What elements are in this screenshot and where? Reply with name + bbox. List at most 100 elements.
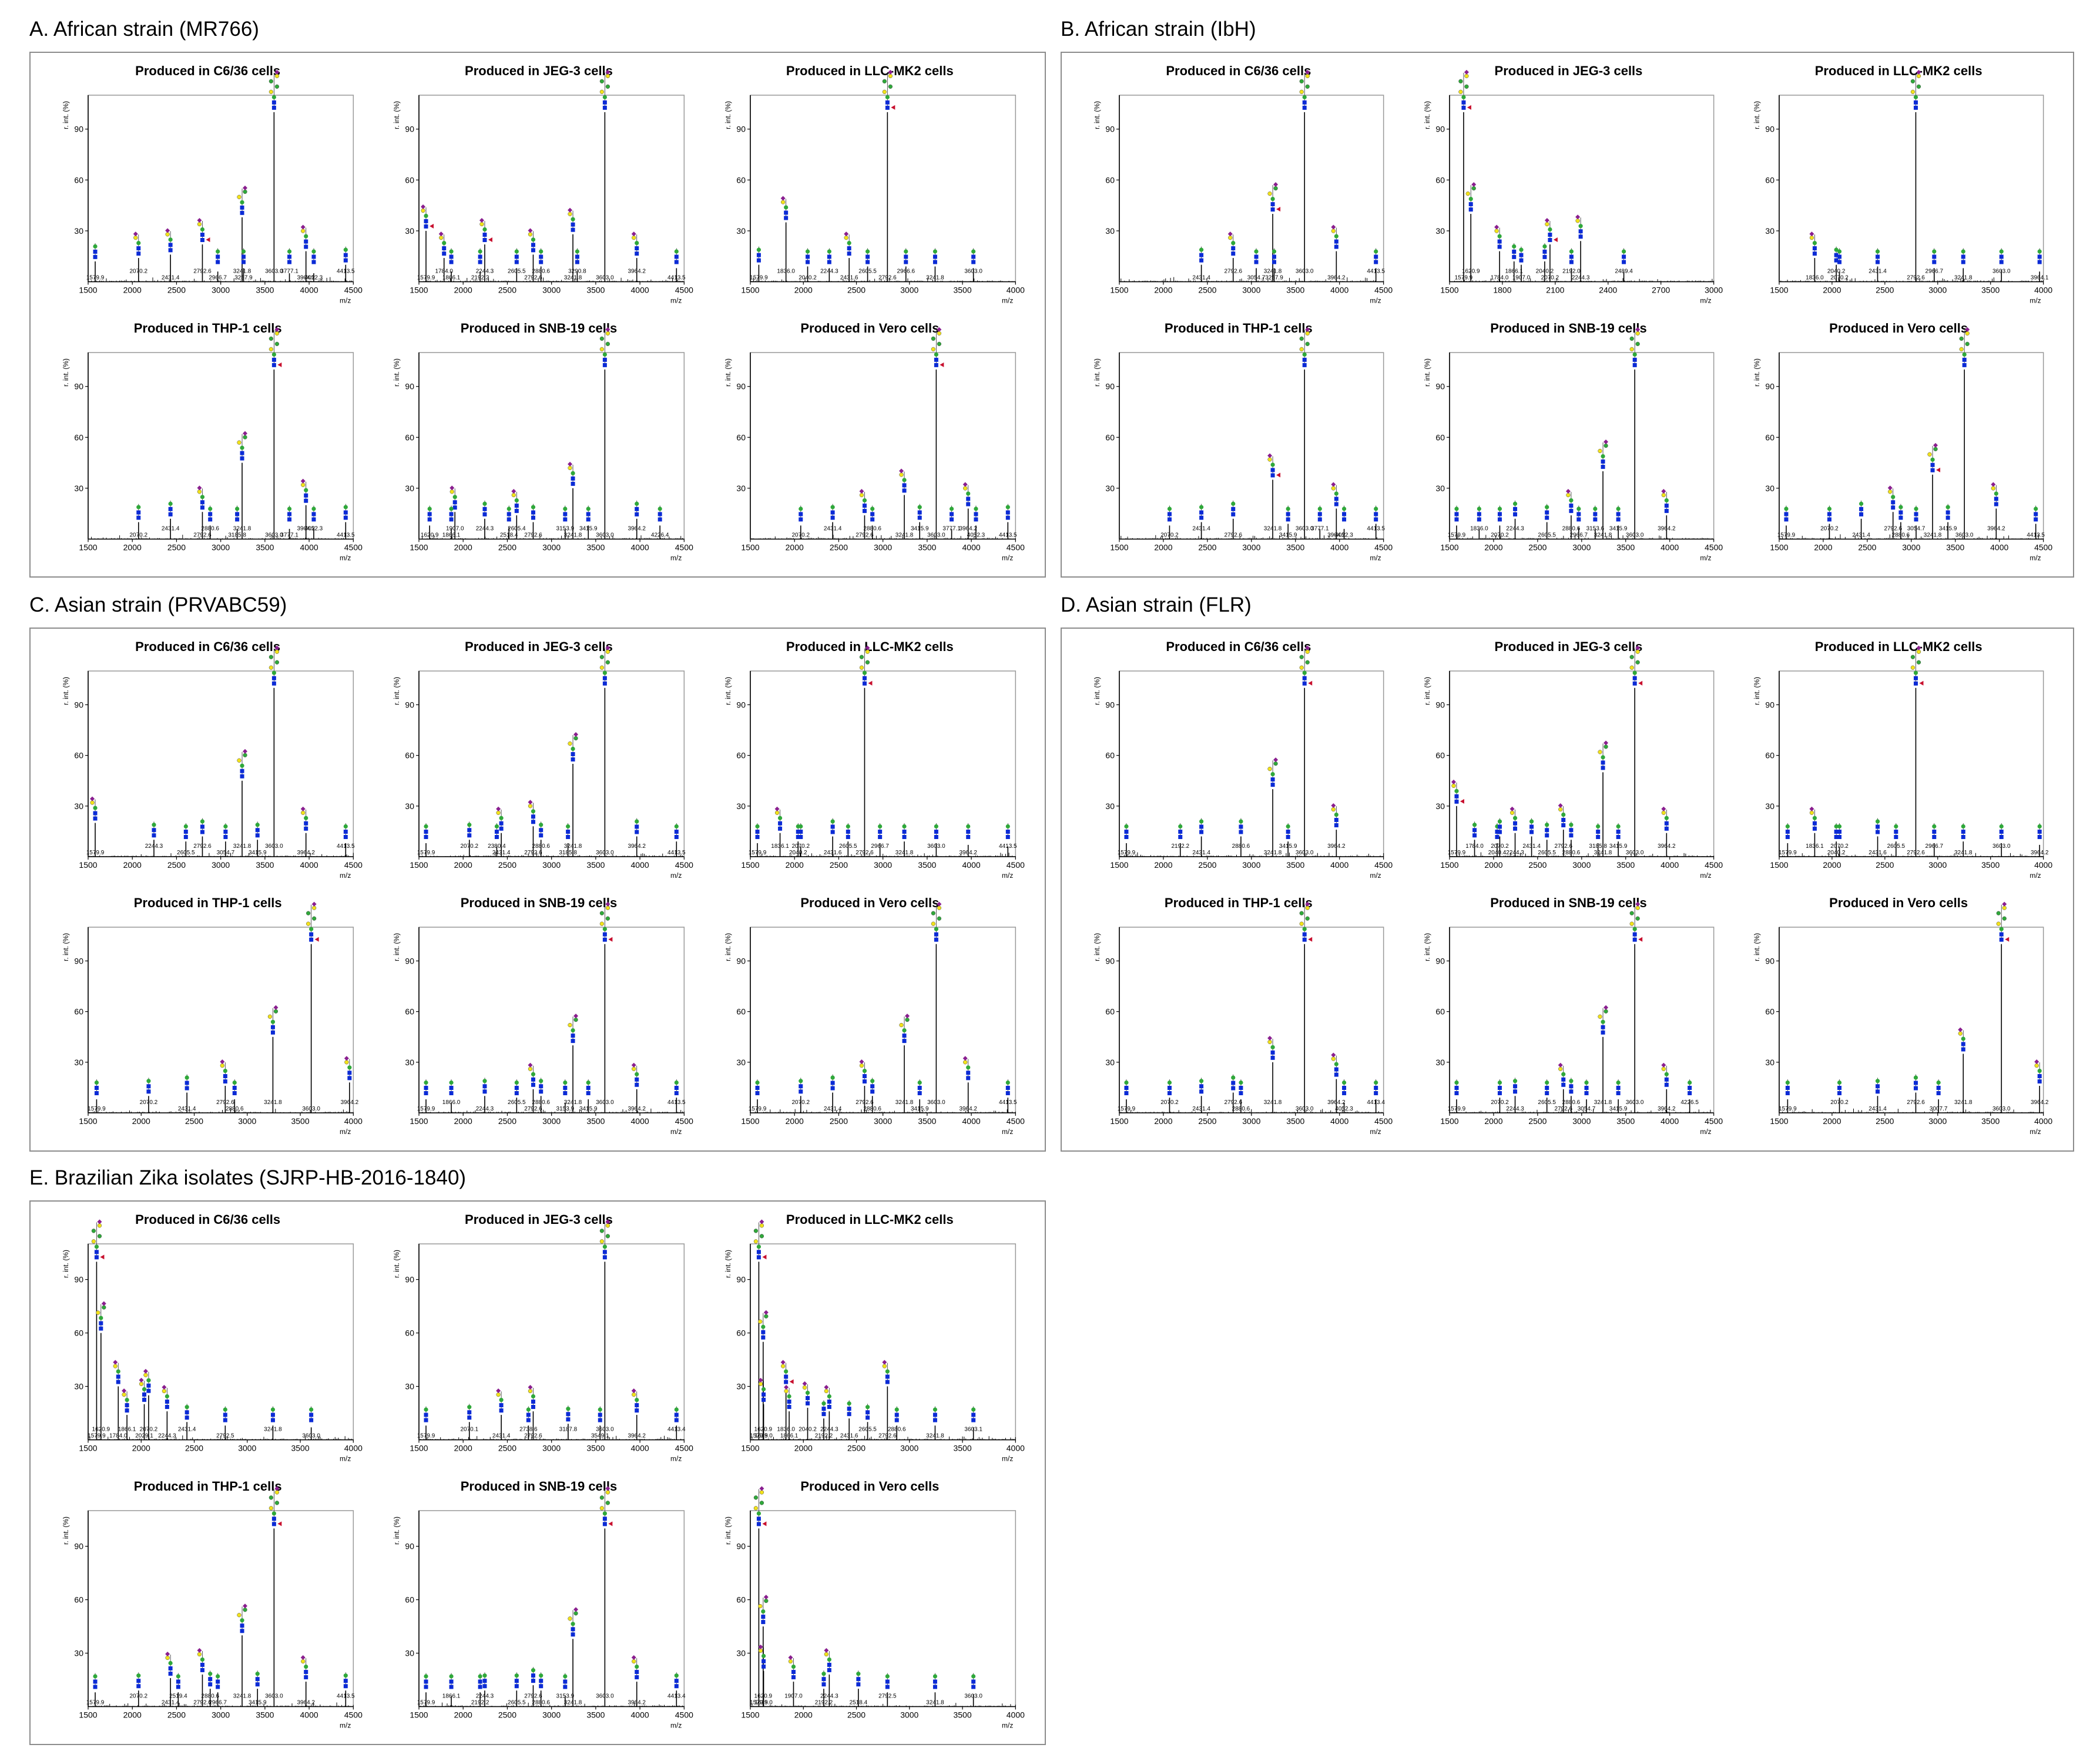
panel-title: Produced in THP-1 cells (1164, 320, 1313, 336)
x-tick-label: 1500 (741, 285, 759, 294)
section-frame: Produced in C6/36 cells 1500 2000 2500 3000 3… (1061, 52, 2074, 578)
x-tick-label: 2000 (123, 542, 142, 552)
x-tick-label: 4500 (675, 860, 693, 870)
baseline-noise (418, 1702, 685, 1706)
spectrum-chart: 1500 2000 2500 3000 3500 4000 4500 30 60 90 r. int… (62, 69, 363, 304)
peak-label: 2192.0 (1562, 268, 1581, 274)
baseline-noise (418, 1108, 685, 1113)
glycan-structure-icon (568, 461, 575, 486)
peak-label: 2605.5 (508, 1099, 526, 1106)
spectrum-chart: 1500 2000 2500 3000 3500 4000 4500 30 60 90 r. int… (1093, 69, 1393, 304)
peak-label: 3964.2 (297, 1699, 315, 1706)
y-axis-label: r. int. (%) (393, 358, 401, 387)
glycan-structure-icon (1199, 818, 1204, 834)
plot-frame (1119, 670, 1384, 857)
plot-frame (418, 1509, 685, 1707)
peak-label: 2792.6 (193, 1699, 212, 1706)
peak-label: 2966.7 (1569, 532, 1588, 538)
x-tick-label: 2500 (167, 860, 186, 870)
peak-label: 2070.2 (1821, 525, 1839, 532)
x-tick-label: 3000 (900, 1443, 918, 1452)
panel-title: Produced in C6/36 cells (1166, 63, 1311, 78)
x-tick-label: 1500 (1770, 285, 1789, 294)
glycan-structure-icon (1239, 1079, 1243, 1095)
peak-label: 1620.9 (92, 1426, 110, 1432)
panel-title: Produced in THP-1 cells (133, 895, 282, 910)
y-tick-label: 30 (1105, 226, 1115, 236)
peak-label: 2880.6 (532, 1099, 551, 1106)
glycan-structure-icon (1876, 1078, 1880, 1094)
peak-label: 2792.6 (525, 274, 543, 281)
glycan-structure-icon (122, 1388, 129, 1413)
glycan-structure-icon (1458, 69, 1471, 110)
y-tick-label: 30 (74, 801, 83, 811)
x-tick-label: 1500 (1770, 860, 1789, 870)
glycan-structure-icon (311, 248, 316, 264)
glycan-structure-icon (899, 1014, 910, 1044)
x-tick-label: 3000 (874, 542, 892, 552)
glycan-structure-icon (2037, 248, 2042, 264)
y-tick-label: 30 (1766, 801, 1775, 811)
glycan-structure-icon (1629, 645, 1642, 686)
glycan-structure-icon (528, 1062, 536, 1087)
spectrum-chart: 1500 2000 2500 3000 3500 4000 4500 30 60 90 r. int… (724, 645, 1025, 880)
x-axis-label: m/z (670, 1128, 682, 1136)
x-axis-label: m/z (1370, 553, 1381, 562)
y-tick-label: 90 (74, 700, 83, 709)
peak-label: 2605.5 (1887, 843, 1906, 850)
peak-label: 2070.2 (1831, 274, 1849, 281)
x-tick-label: 3000 (1929, 285, 1947, 294)
peak-label: 1579.9 (417, 1106, 435, 1112)
glycan-structure-icon (635, 500, 639, 516)
glycan-structure-icon (1341, 1079, 1347, 1095)
glycan-structure-icon (136, 1672, 141, 1688)
x-tick-label: 3500 (953, 285, 971, 294)
glycan-structure-icon (162, 1384, 169, 1409)
glycan-structure-icon (675, 1079, 679, 1095)
peak-label: 3241.8 (1594, 850, 1612, 856)
x-tick-label: 3500 (256, 1710, 274, 1719)
peak-label: 3241.8 (564, 532, 582, 538)
glycan-structure-icon (563, 505, 568, 521)
x-tick-label: 2500 (167, 542, 186, 552)
x-tick-label: 4000 (631, 542, 649, 552)
panel-title: Produced in Vero cells (800, 895, 940, 910)
x-axis-label: m/z (2030, 553, 2041, 562)
peak-label: 1579.9 (1447, 1106, 1465, 1112)
peak-label: 1579.9 (88, 1432, 106, 1439)
y-tick-label: 60 (405, 432, 415, 442)
peak-label: 1866.1 (442, 1693, 461, 1699)
glycan-structure-icon (1454, 1079, 1459, 1095)
peak-label: 3415.9 (1609, 843, 1628, 850)
glycan-structure-icon (774, 806, 782, 831)
figure-section: E. Brazilian Zika isolates (SJRP-HB-2016… (29, 1166, 1046, 1745)
glycan-structure-icon (1837, 823, 1842, 839)
glycan-structure-icon (1837, 1079, 1842, 1095)
spectrum-panel: Produced in LLC-MK2 cells 1500 2000 2500 300… (705, 635, 1035, 891)
plot-frame (88, 670, 354, 857)
glycan-structure-icon (600, 327, 610, 367)
glycan-structure-icon (539, 1078, 544, 1094)
spectrum-chart: 1500 2000 2500 3000 3500 4000 4500 30 60 90 r. int… (62, 1485, 363, 1729)
x-tick-label: 4500 (675, 1710, 693, 1719)
glycan-structure-icon (1497, 1079, 1502, 1095)
y-tick-label: 90 (1766, 381, 1775, 391)
glycan-structure-icon (1465, 182, 1476, 212)
peak-label: 3964.2 (628, 268, 646, 274)
peak-label: 2431.4 (1869, 268, 1887, 274)
glycan-structure-icon (563, 1079, 568, 1095)
peak-label: 2070.2 (1491, 843, 1509, 850)
glycan-structure-icon (139, 1377, 147, 1402)
x-axis-label: m/z (670, 1721, 682, 1729)
peak-label: 1784.0 (1491, 274, 1509, 281)
glycan-structure-icon (200, 818, 205, 834)
glycan-structure-icon (208, 505, 213, 521)
y-tick-label: 90 (74, 956, 83, 965)
peak-label: 4052.3 (1335, 532, 1353, 538)
glycan-structure-icon (563, 1672, 568, 1689)
glycan-structure-icon (586, 1079, 591, 1095)
x-tick-label: 3500 (256, 542, 274, 552)
peak-label: 3603.0 (927, 843, 945, 850)
peak-label: 3241.8 (1264, 268, 1282, 274)
peak-label: 2792.6 (1224, 268, 1242, 274)
